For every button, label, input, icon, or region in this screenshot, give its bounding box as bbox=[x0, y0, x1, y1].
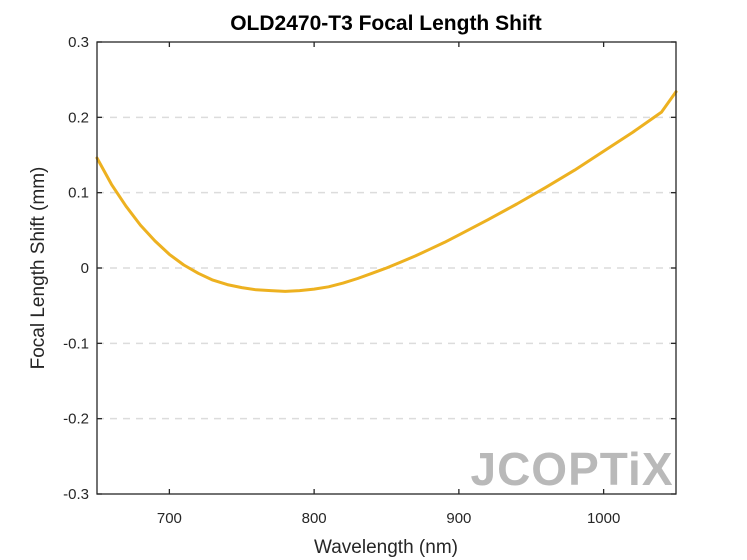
x-tick-label: 800 bbox=[302, 510, 327, 527]
y-tick-label: 0.3 bbox=[68, 34, 89, 51]
y-tick-label: -0.2 bbox=[63, 411, 89, 428]
series-line bbox=[95, 90, 678, 293]
x-axis-label: Wavelength (nm) bbox=[314, 537, 458, 558]
y-tick-label: -0.3 bbox=[63, 486, 89, 503]
watermark-logo: JCOPTiX bbox=[471, 443, 674, 495]
x-tick-label: 1000 bbox=[587, 510, 620, 527]
y-axis-label: Focal Length Shift (mm) bbox=[28, 167, 49, 370]
y-tick-label: 0.2 bbox=[68, 109, 89, 126]
y-tick-label: -0.1 bbox=[63, 335, 89, 352]
y-axis-ticks: -0.3 -0.2 -0.1 0 0.1 0.2 0.3 bbox=[63, 34, 676, 503]
y-tick-label: 0 bbox=[81, 260, 89, 277]
x-tick-label: 900 bbox=[446, 510, 471, 527]
series-group bbox=[95, 90, 678, 293]
chart-title: OLD2470-T3 Focal Length Shift bbox=[230, 12, 542, 35]
y-tick-label: 0.1 bbox=[68, 185, 89, 202]
x-tick-label: 700 bbox=[157, 510, 182, 527]
x-axis-ticks: 700 800 900 1000 bbox=[157, 42, 620, 527]
